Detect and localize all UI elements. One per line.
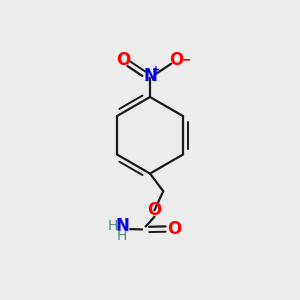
Text: O: O (167, 220, 182, 238)
Text: N: N (115, 217, 129, 235)
Text: O: O (147, 201, 161, 219)
Text: O: O (169, 51, 184, 69)
Text: N: N (143, 68, 157, 85)
Text: −: − (179, 52, 191, 66)
Text: H: H (107, 219, 118, 233)
Text: H: H (117, 229, 127, 243)
Text: O: O (116, 51, 130, 69)
Text: +: + (152, 64, 160, 75)
